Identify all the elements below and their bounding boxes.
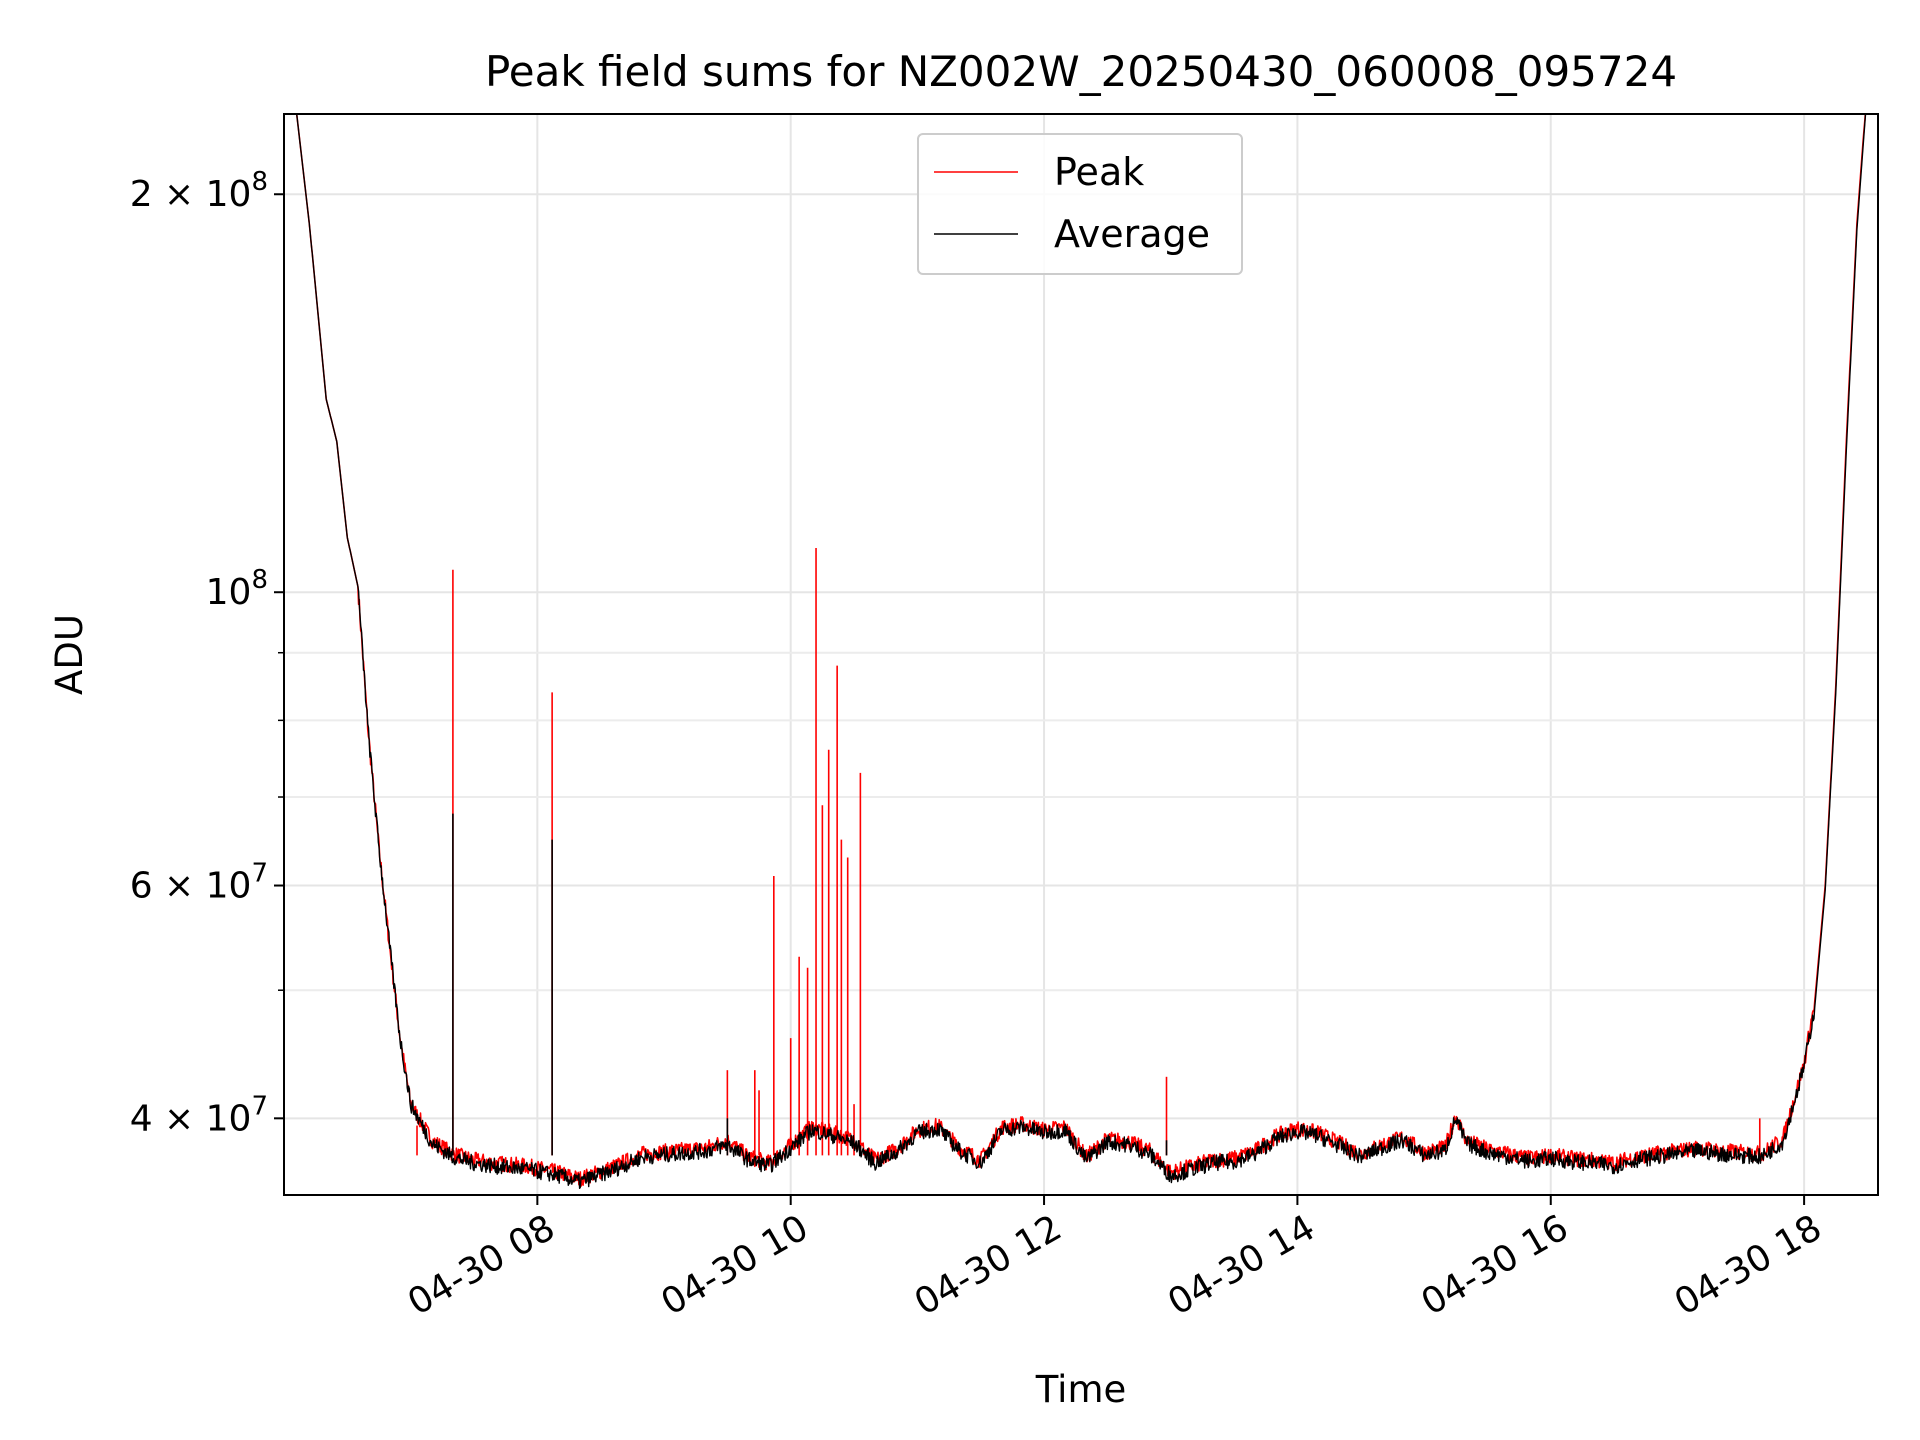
series-line-average — [295, 114, 1867, 1189]
y-axis-ticks: 4 × 107 6 × 107 108 2 × 108 — [130, 167, 284, 1139]
y-tick-label: 2 × 108 — [130, 167, 268, 215]
plot-frame — [283, 113, 1879, 1196]
y-tick-label: 108 — [206, 565, 268, 613]
legend: Peak Average — [917, 133, 1243, 275]
chart-title: Peak field sums for NZ002W_20250430_0600… — [485, 47, 1677, 96]
y-tick-label: 4 × 107 — [130, 1091, 268, 1139]
legend-label-peak: Peak — [1054, 150, 1144, 194]
plot-lines — [295, 114, 1867, 1189]
legend-label-average: Average — [1054, 212, 1210, 256]
x-axis-label: Time — [1035, 1368, 1127, 1411]
y-axis-label: ADU — [48, 614, 91, 695]
legend-box — [917, 133, 1243, 275]
y-tick-label: 6 × 107 — [130, 859, 268, 907]
